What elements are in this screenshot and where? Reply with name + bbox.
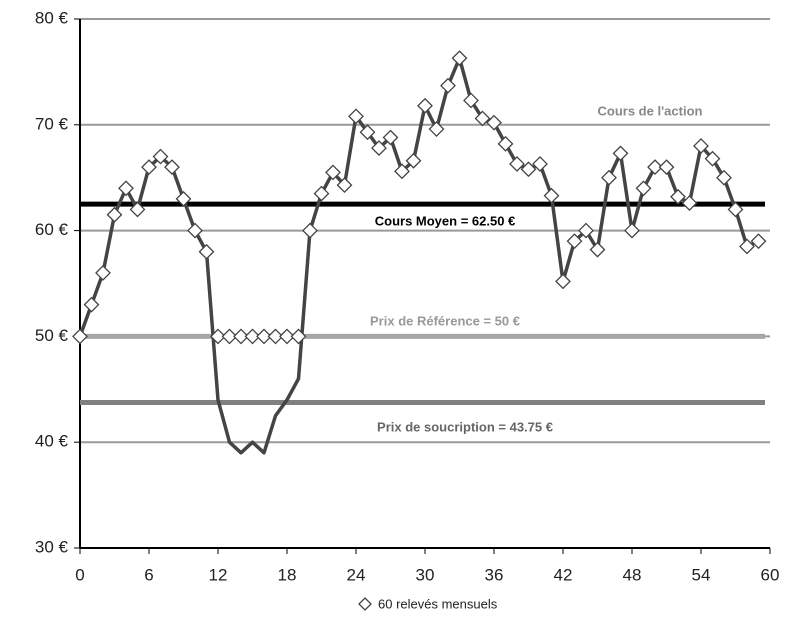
data-point [417, 97, 433, 114]
data-point [394, 163, 410, 180]
data-point [72, 328, 88, 345]
data-point [95, 265, 111, 281]
data-point [348, 108, 364, 125]
data-point [463, 92, 479, 109]
data-point [118, 180, 134, 197]
x-tick-label: 42 [554, 565, 573, 584]
data-point [566, 233, 583, 250]
x-tick-label: 12 [209, 565, 228, 584]
x-tick-label: 18 [278, 565, 297, 584]
data-point [704, 150, 721, 167]
data-point [520, 161, 537, 178]
data-point [106, 206, 123, 223]
y-tick-label: 80 € [35, 8, 69, 27]
data-point [233, 328, 249, 345]
data-point [267, 328, 284, 345]
data-point [635, 180, 652, 197]
series-label: Cours de l'action [598, 103, 703, 118]
data-point [187, 222, 203, 239]
data-point [244, 328, 261, 345]
data-point [497, 135, 514, 152]
data-point [359, 124, 376, 141]
data-point [198, 243, 215, 260]
x-tick-label: 54 [692, 565, 711, 584]
data-point [716, 169, 732, 186]
y-tick-label: 50 € [35, 326, 69, 345]
data-point [405, 152, 422, 169]
data-point [290, 328, 307, 345]
data-point [658, 159, 675, 176]
data-point [210, 328, 226, 345]
reference-label: Prix de soucription = 43.75 € [377, 419, 553, 434]
data-point [555, 273, 571, 290]
data-point [129, 201, 146, 218]
x-tick-label: 24 [347, 565, 366, 584]
data-point [279, 328, 295, 345]
data-point [302, 222, 318, 239]
data-point [440, 77, 456, 94]
data-point [152, 148, 169, 165]
data-point [486, 114, 502, 131]
y-tick-label: 60 € [35, 220, 69, 239]
data-point [371, 140, 387, 156]
data-point [681, 195, 698, 212]
data-point [693, 138, 709, 154]
data-point [313, 185, 330, 202]
data-point [474, 110, 491, 127]
data-point [83, 296, 100, 313]
data-point [325, 164, 341, 181]
x-tick-label: 30 [416, 565, 435, 584]
data-point [750, 233, 767, 250]
data-point [670, 188, 686, 205]
data-point [509, 156, 525, 172]
y-tick-label: 70 € [35, 114, 69, 133]
data-point [382, 129, 399, 146]
data-point [739, 238, 755, 255]
data-point [601, 169, 617, 186]
data-point [578, 222, 594, 239]
data-point [175, 190, 192, 207]
data-point [589, 241, 606, 258]
data-point [221, 328, 238, 345]
reference-label: Prix de Référence = 50 € [370, 313, 520, 328]
x-tick-label: 36 [485, 565, 504, 584]
x-tick-label: 48 [623, 565, 642, 584]
data-point [624, 222, 640, 239]
y-tick-label: 30 € [35, 537, 69, 556]
data-point [532, 156, 548, 172]
legend-marker [358, 597, 372, 611]
reference-label: Cours Moyen = 62.50 € [375, 213, 516, 228]
data-point [727, 201, 744, 218]
data-point [612, 145, 629, 162]
data-point [256, 328, 272, 345]
data-point [543, 187, 560, 204]
x-tick-label: 60 [761, 565, 780, 584]
data-point [336, 177, 353, 194]
y-tick-label: 40 € [35, 432, 69, 451]
data-point [428, 121, 445, 137]
data-point [141, 159, 157, 176]
legend-label: 60 relevés mensuels [378, 596, 498, 611]
x-tick-label: 0 [75, 565, 84, 584]
data-point [647, 159, 663, 176]
data-point [164, 159, 180, 176]
x-tick-label: 6 [144, 565, 153, 584]
data-point [451, 50, 468, 67]
